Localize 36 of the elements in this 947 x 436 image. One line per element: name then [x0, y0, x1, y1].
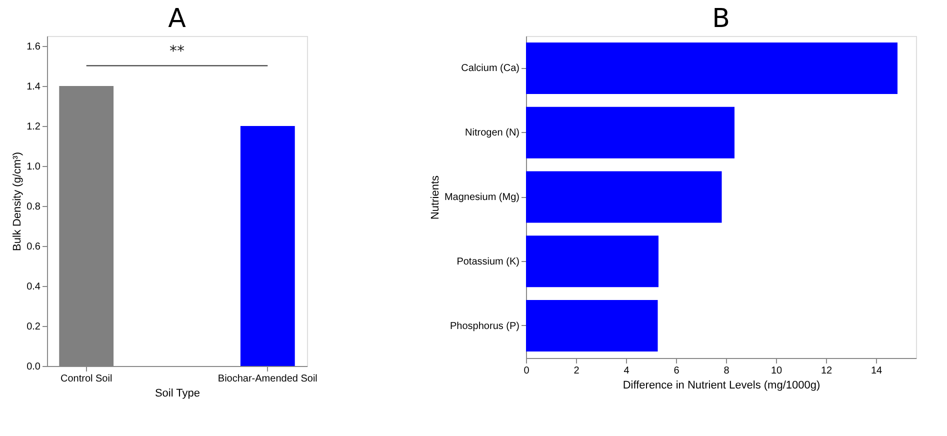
bar — [526, 171, 722, 223]
x-tick-label: 2 — [574, 366, 580, 376]
chart-title: B — [712, 4, 730, 34]
y-tick-label: 1.6 — [26, 42, 41, 52]
x-tick-label: Biochar-Amended Soil — [218, 374, 318, 384]
x-tick-label: 10 — [770, 366, 782, 376]
bar — [526, 42, 898, 94]
y-tick-label: Magnesium (Mg) — [444, 192, 520, 203]
y-tick-label: 0.6 — [26, 242, 41, 252]
y-tick-label: 1.2 — [26, 122, 41, 132]
bar — [526, 106, 734, 158]
x-tick-label: 0 — [524, 366, 530, 376]
x-tick-label: 4 — [624, 366, 630, 376]
x-tick-label: 14 — [870, 366, 882, 376]
y-axis-title: Bulk Density (g/cm³) — [12, 152, 24, 252]
y-tick-label: Potassium (K) — [456, 256, 520, 268]
y-tick-label: 0.2 — [26, 322, 41, 332]
chart-title: A — [168, 4, 186, 34]
y-tick-label: 0.0 — [26, 362, 41, 372]
y-axis-title: Nutrients — [429, 175, 442, 220]
x-axis-title: Soil Type — [154, 388, 200, 400]
y-tick-label: 0.4 — [26, 282, 41, 292]
y-tick-label: Calcium (Ca) — [461, 63, 520, 74]
y-tick-label: 0.8 — [26, 202, 41, 212]
x-tick-label: Control Soil — [60, 374, 112, 384]
y-tick-label: 1.0 — [26, 162, 41, 172]
bar — [526, 300, 658, 352]
x-axis-title: Difference in Nutrient Levels (mg/1000g) — [622, 380, 820, 392]
x-tick-label: 6 — [674, 366, 680, 376]
annotation: ** — [170, 42, 185, 60]
y-tick-label: 1.4 — [26, 82, 41, 92]
x-tick-label: 12 — [820, 366, 832, 376]
x-tick-label: 8 — [724, 366, 730, 376]
y-tick-label: Phosphorus (P) — [450, 320, 520, 332]
bar — [526, 236, 658, 288]
y-tick-label: Nitrogen (N) — [465, 128, 520, 139]
